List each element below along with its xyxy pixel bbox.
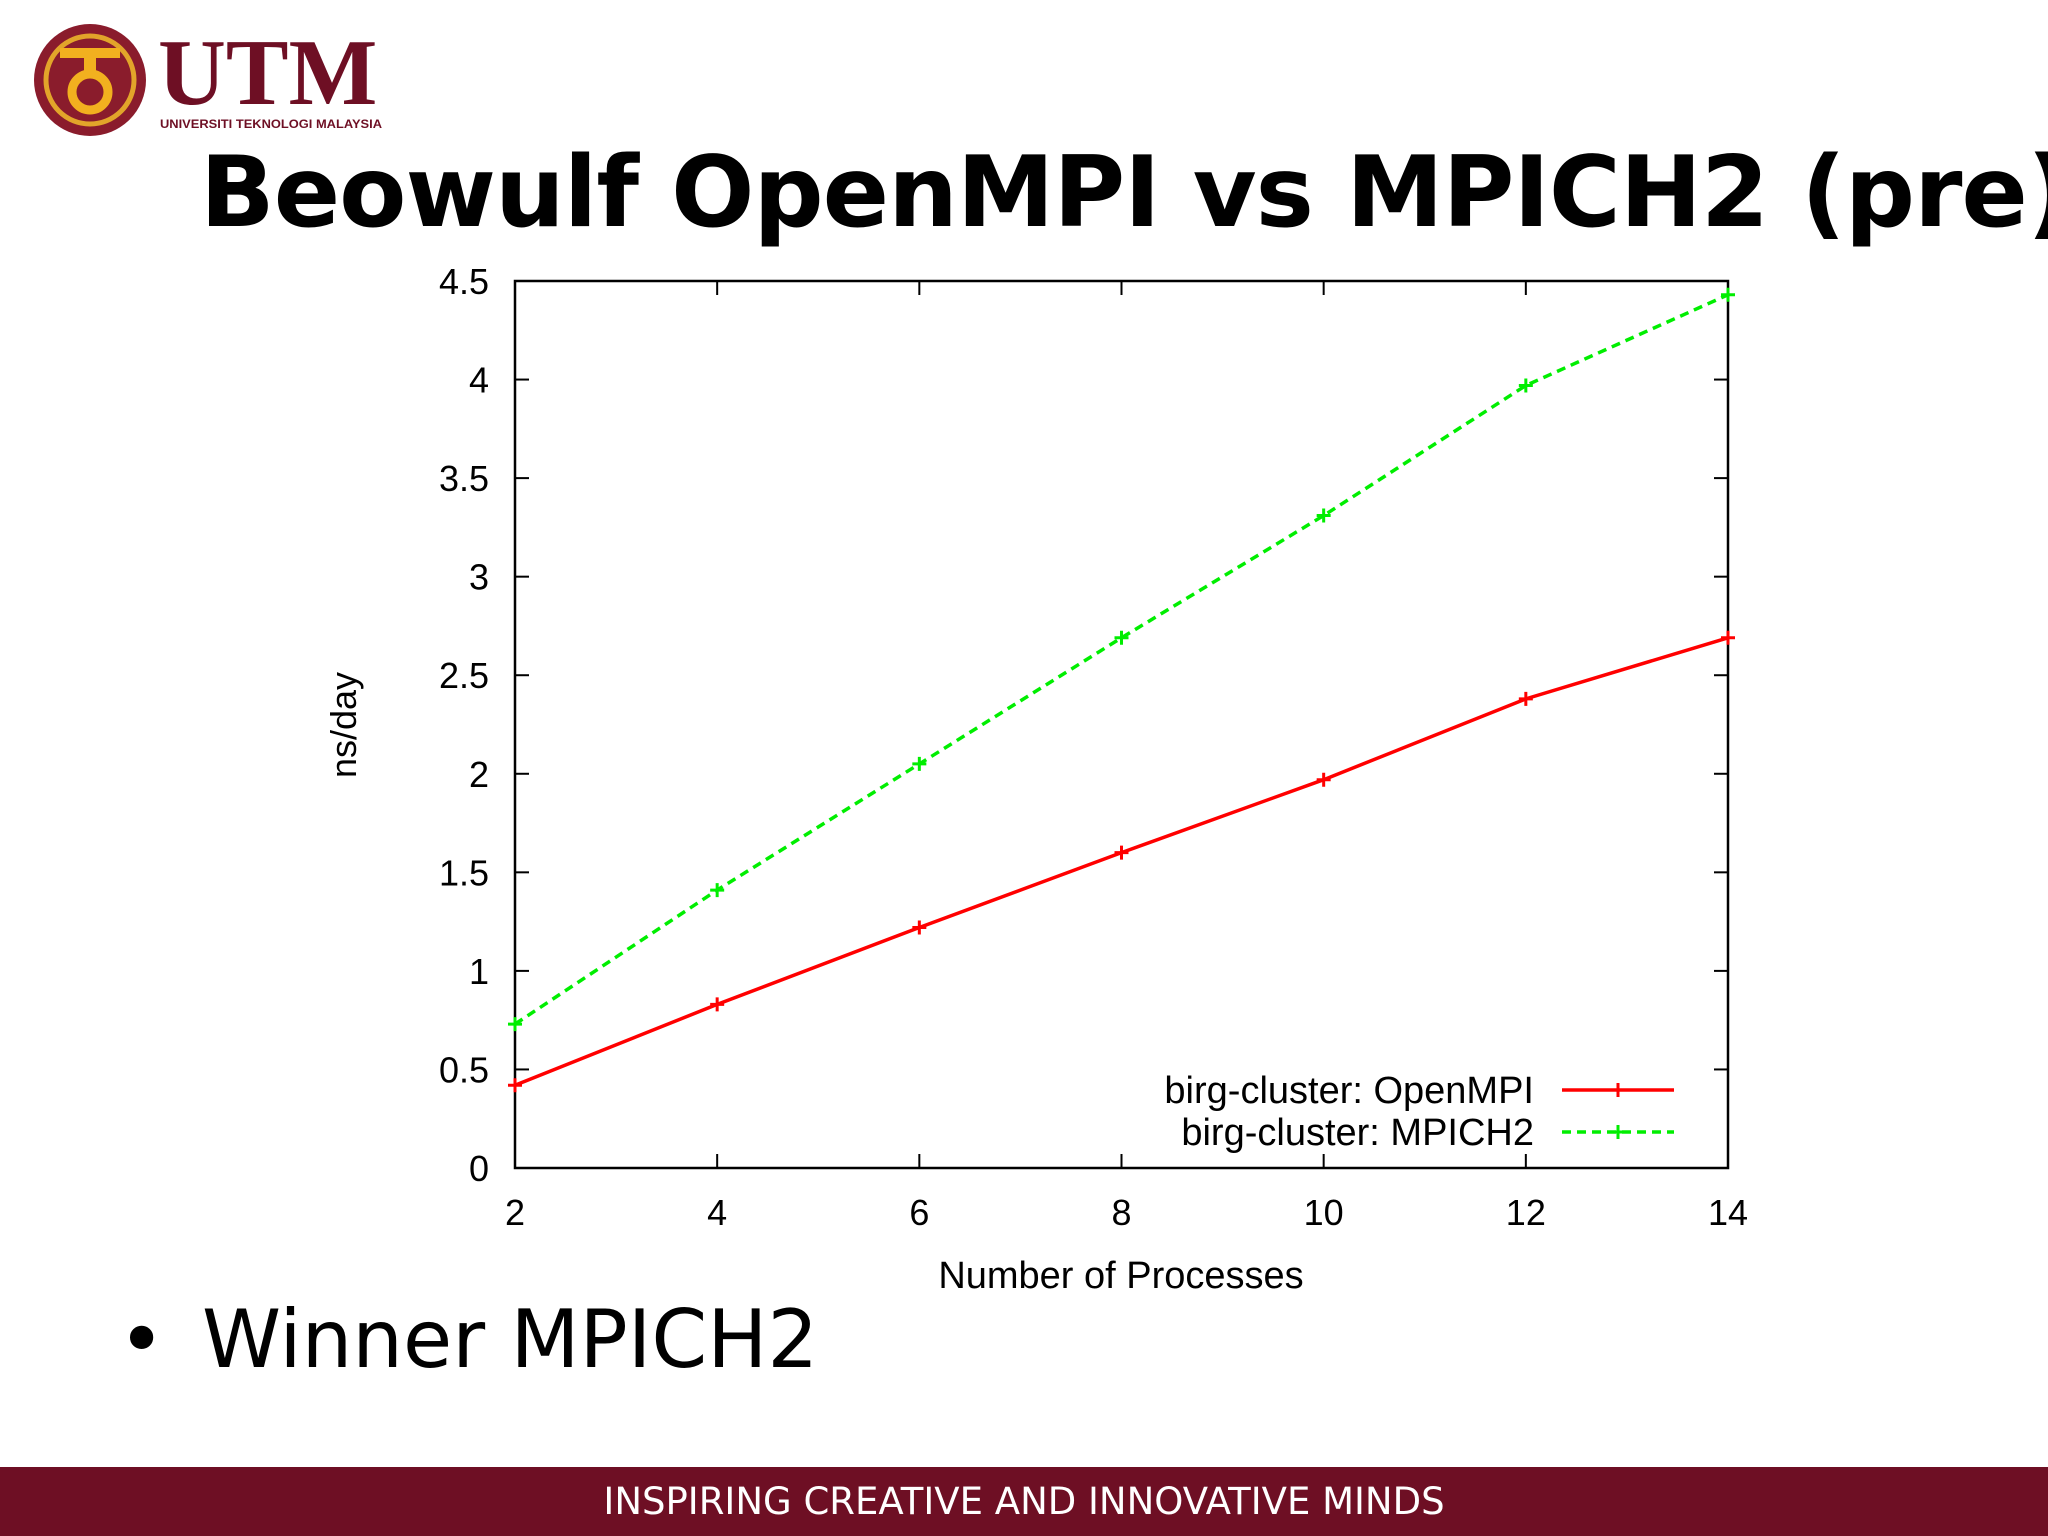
data-point-birg-cluster-openmpi [1721,630,1735,645]
y-axis-label: ns/day [323,672,364,778]
y-tick-label: 0 [469,1148,489,1189]
y-axis: 0 0.5 1 1.5 2 2.5 3 3.5 4 4.5 [439,261,1728,1189]
data-point-birg-cluster-mpich2 [1316,508,1331,523]
x-tick-label: 14 [1708,1192,1748,1233]
utm-crest-icon [34,24,146,136]
series-line-birg-cluster-mpich2 [514,293,1729,1026]
y-tick-label: 4.5 [439,261,489,302]
utm-logo: UTM UNIVERSITI TEKNOLOGI MALAYSIA [34,22,382,136]
data-point-birg-cluster-mpich2 [710,883,725,898]
x-tick-label: 12 [1506,1192,1546,1233]
y-tick-label: 1.5 [439,852,489,893]
legend-marker-birg-cluster-mpich2 [1611,1125,1625,1139]
x-tick-label: 4 [707,1192,727,1233]
data-point-birg-cluster-openmpi [1114,845,1129,860]
footer-bar: INSPIRING CREATIVE AND INNOVATIVE MINDS [0,1467,2048,1536]
slide-title: Beowulf OpenMPI vs MPICH2 (pre) [200,136,2048,250]
data-point-birg-cluster-mpich2 [1721,287,1735,302]
logo-tagline: UNIVERSITI TEKNOLOGI MALAYSIA [160,117,382,131]
y-tick-label: 4 [469,360,489,401]
x-tick-label: 8 [1111,1192,1131,1233]
data-point-birg-cluster-openmpi [1316,772,1331,787]
logo-wordmark: UTM [158,22,377,125]
legend-marker-birg-cluster-openmpi [1611,1083,1625,1097]
footer-slogan: INSPIRING CREATIVE AND INNOVATIVE MINDS [603,1480,1445,1523]
x-tick-label: 2 [505,1192,525,1233]
y-tick-label: 2.5 [439,655,489,696]
data-point-birg-cluster-openmpi [710,997,725,1012]
series-layer [508,287,1735,1093]
y-tick-label: 2 [469,754,489,795]
data-point-birg-cluster-mpich2 [912,756,927,771]
data-point-birg-cluster-mpich2 [1518,378,1533,393]
y-tick-label: 3 [469,557,489,598]
bullet-dot-icon: • [118,1293,166,1386]
y-tick-label: 1 [469,951,489,992]
plot-frame [513,279,1730,1170]
bullet-text: Winner MPICH2 [202,1293,819,1386]
data-point-birg-cluster-mpich2 [508,1017,522,1032]
series-line-birg-cluster-openmpi [514,636,1729,1087]
x-tick-label: 10 [1304,1192,1344,1233]
data-point-birg-cluster-mpich2 [1114,630,1129,645]
data-point-birg-cluster-openmpi [508,1078,522,1093]
data-point-birg-cluster-openmpi [912,920,927,935]
legend-label-birg-cluster-openmpi: birg-cluster: OpenMPI [1164,1070,1534,1112]
data-point-birg-cluster-openmpi [1518,691,1533,706]
x-tick-label: 6 [909,1192,929,1233]
y-tick-label: 0.5 [439,1049,489,1090]
x-axis: 2 4 6 8 10 12 14 [505,281,1748,1233]
y-tick-label: 3.5 [439,458,489,499]
x-axis-label: Number of Processes [938,1255,1303,1297]
bullet-item: • Winner MPICH2 [118,1290,818,1390]
legend-label-birg-cluster-mpich2: birg-cluster: MPICH2 [1181,1112,1534,1154]
